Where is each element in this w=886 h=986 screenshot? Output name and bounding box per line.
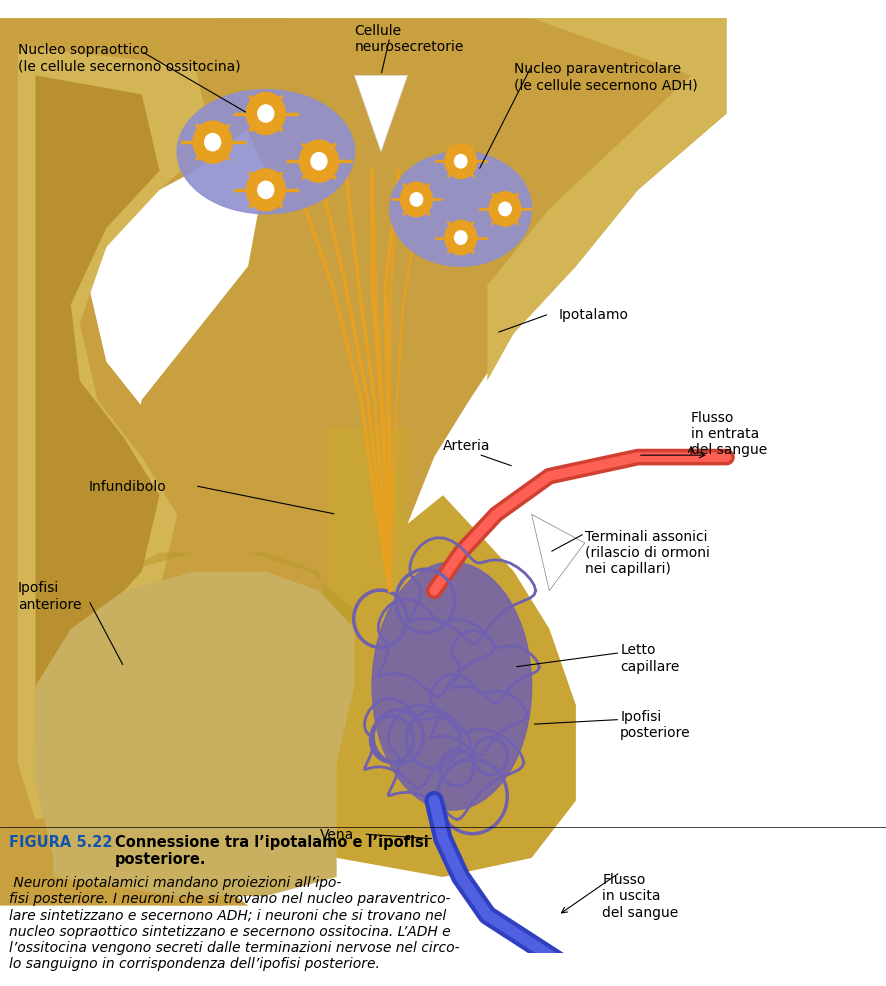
Text: Infundibolo: Infundibolo bbox=[89, 479, 167, 493]
Circle shape bbox=[455, 156, 467, 169]
Circle shape bbox=[445, 221, 477, 255]
Text: Ipotalamo: Ipotalamo bbox=[558, 308, 628, 321]
Polygon shape bbox=[0, 19, 284, 906]
Polygon shape bbox=[354, 76, 408, 153]
Bar bbox=[0, 0, 886, 810]
Circle shape bbox=[489, 192, 521, 227]
Polygon shape bbox=[532, 515, 585, 591]
Text: Terminali assonici
(rilascio di ormoni
nei capillari): Terminali assonici (rilascio di ormoni n… bbox=[585, 529, 710, 576]
Polygon shape bbox=[35, 572, 354, 896]
Polygon shape bbox=[35, 76, 159, 743]
Text: Vena: Vena bbox=[320, 827, 354, 841]
Text: Neuroni ipotalamici mandano proiezioni all’ipo-
fisi posteriore. I neuroni che s: Neuroni ipotalamici mandano proiezioni a… bbox=[9, 876, 460, 970]
Text: Ipofisi
anteriore: Ipofisi anteriore bbox=[18, 581, 82, 611]
Circle shape bbox=[400, 183, 432, 217]
Text: Nucleo paraventricolare
(le cellule secernono ADH): Nucleo paraventricolare (le cellule sece… bbox=[514, 62, 697, 92]
Circle shape bbox=[258, 106, 274, 123]
Text: Letto
capillare: Letto capillare bbox=[620, 643, 680, 672]
Polygon shape bbox=[35, 553, 354, 725]
Polygon shape bbox=[319, 496, 576, 878]
Polygon shape bbox=[248, 429, 408, 878]
Circle shape bbox=[246, 170, 285, 212]
Text: Ipofisi
posteriore: Ipofisi posteriore bbox=[620, 710, 691, 740]
Text: Flusso
in entrata
del sangue: Flusso in entrata del sangue bbox=[691, 410, 767, 457]
Text: Nucleo sopraottico
(le cellule secernono ossitocina): Nucleo sopraottico (le cellule secernono… bbox=[18, 43, 240, 73]
Circle shape bbox=[455, 232, 467, 245]
Ellipse shape bbox=[177, 91, 354, 215]
Polygon shape bbox=[124, 19, 727, 906]
Circle shape bbox=[445, 145, 477, 179]
Text: Flusso
in uscita
del sangue: Flusso in uscita del sangue bbox=[602, 873, 679, 919]
Circle shape bbox=[499, 203, 511, 216]
Text: Cellule
neurosecretorie: Cellule neurosecretorie bbox=[354, 24, 463, 54]
Circle shape bbox=[311, 154, 327, 171]
Ellipse shape bbox=[372, 562, 532, 810]
Circle shape bbox=[193, 122, 232, 164]
Text: Connessione tra l’ipotalamo e l’ipofisi
posteriore.: Connessione tra l’ipotalamo e l’ipofisi … bbox=[115, 834, 429, 867]
Circle shape bbox=[299, 141, 338, 183]
Text: Arteria: Arteria bbox=[443, 439, 491, 453]
Text: FIGURA 5.22: FIGURA 5.22 bbox=[9, 834, 133, 849]
Circle shape bbox=[410, 193, 423, 207]
Polygon shape bbox=[487, 19, 727, 382]
Circle shape bbox=[205, 134, 221, 152]
Ellipse shape bbox=[390, 153, 532, 267]
Circle shape bbox=[258, 182, 274, 199]
Polygon shape bbox=[18, 47, 213, 820]
Circle shape bbox=[246, 94, 285, 135]
